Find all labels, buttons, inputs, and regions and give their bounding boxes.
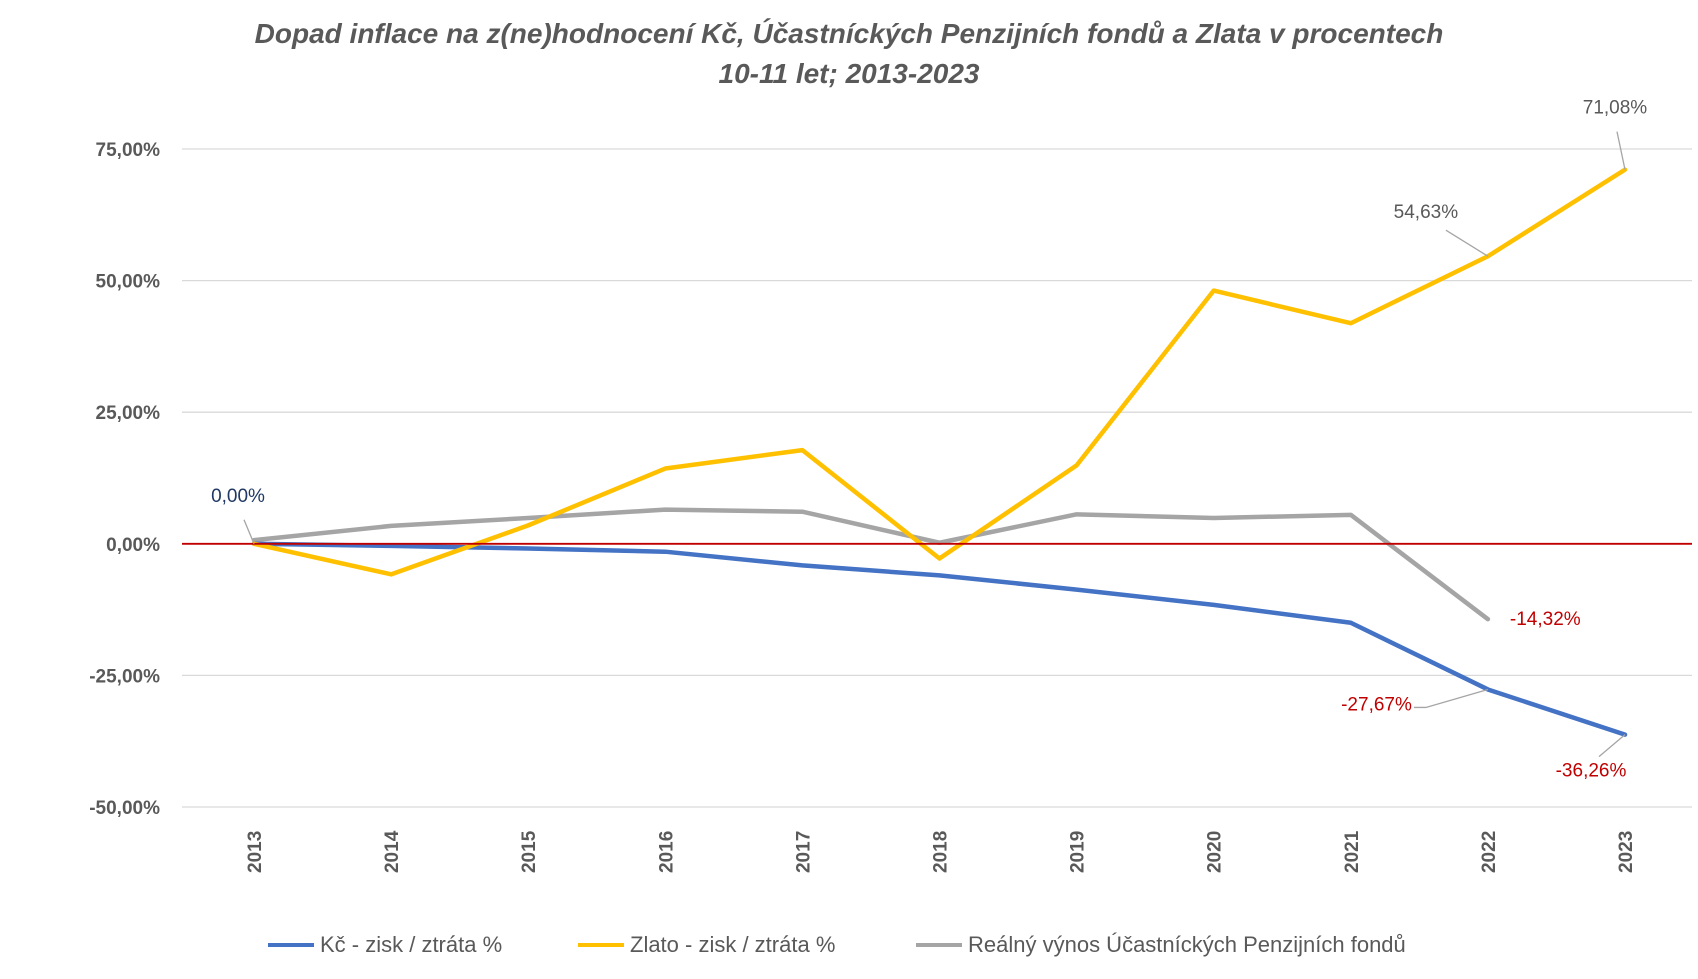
legend-swatch-kc	[268, 943, 314, 947]
data-label-leader	[1413, 688, 1489, 709]
legend-item-zlato: Zlato - zisk / ztráta %	[578, 932, 835, 958]
y-tick-label: -50,00%	[89, 798, 160, 819]
x-tick-label: 2023	[1616, 831, 1637, 873]
data-label-leader	[1598, 734, 1626, 758]
legend-swatch-penzijni-fondy	[916, 943, 962, 947]
x-tick-label: 2020	[1205, 831, 1226, 873]
data-label: 0,00%	[211, 486, 265, 507]
legend-label-penzijni-fondy: Reálný výnos Účastníckých Penzijních fon…	[968, 932, 1406, 957]
series-line	[251, 167, 1628, 577]
chart-title: Dopad inflace na z(ne)hodnocení Kč, Účas…	[254, 18, 1444, 49]
legend-item-kc: Kč - zisk / ztráta %	[268, 932, 502, 958]
y-tick-label: 25,00%	[96, 403, 161, 424]
legend-label-zlato: Zlato - zisk / ztráta %	[630, 932, 836, 957]
data-label-leader	[1445, 229, 1489, 257]
data-label: 54,63%	[1394, 202, 1459, 223]
x-tick-label: 2021	[1342, 830, 1363, 873]
x-tick-label: 2019	[1068, 831, 1089, 873]
data-label: -27,67%	[1341, 694, 1412, 715]
data-label-leader	[1616, 131, 1626, 170]
legend-label-kc: Kč - zisk / ztráta %	[320, 932, 503, 957]
chart-legend: Kč - zisk / ztráta % Zlato - zisk / ztrá…	[0, 932, 1698, 962]
x-tick-label: 2018	[931, 831, 952, 873]
y-tick-label: 0,00%	[106, 535, 160, 556]
data-label: -36,26%	[1556, 761, 1627, 782]
legend-swatch-zlato	[578, 943, 624, 947]
y-tick-label: 50,00%	[96, 272, 161, 293]
x-tick-label: 2022	[1479, 831, 1500, 873]
series-line	[251, 507, 1491, 622]
data-label-leader	[243, 519, 255, 545]
x-tick-label: 2017	[793, 831, 814, 873]
x-tick-label: 2013	[245, 831, 266, 873]
x-tick-label: 2015	[519, 830, 540, 873]
x-tick-label: 2016	[656, 831, 677, 873]
legend-item-penzijni-fondy: Reálný výnos Účastníckých Penzijních fon…	[916, 932, 1406, 958]
y-tick-label: 75,00%	[96, 140, 161, 161]
series-line	[251, 541, 1628, 737]
x-tick-label: 2014	[382, 830, 403, 873]
data-label: 71,08%	[1583, 98, 1648, 119]
y-tick-label: -25,00%	[89, 666, 160, 687]
chart-subtitle: 10-11 let; 2013-2023	[718, 58, 980, 89]
data-label: -14,32%	[1510, 609, 1581, 630]
